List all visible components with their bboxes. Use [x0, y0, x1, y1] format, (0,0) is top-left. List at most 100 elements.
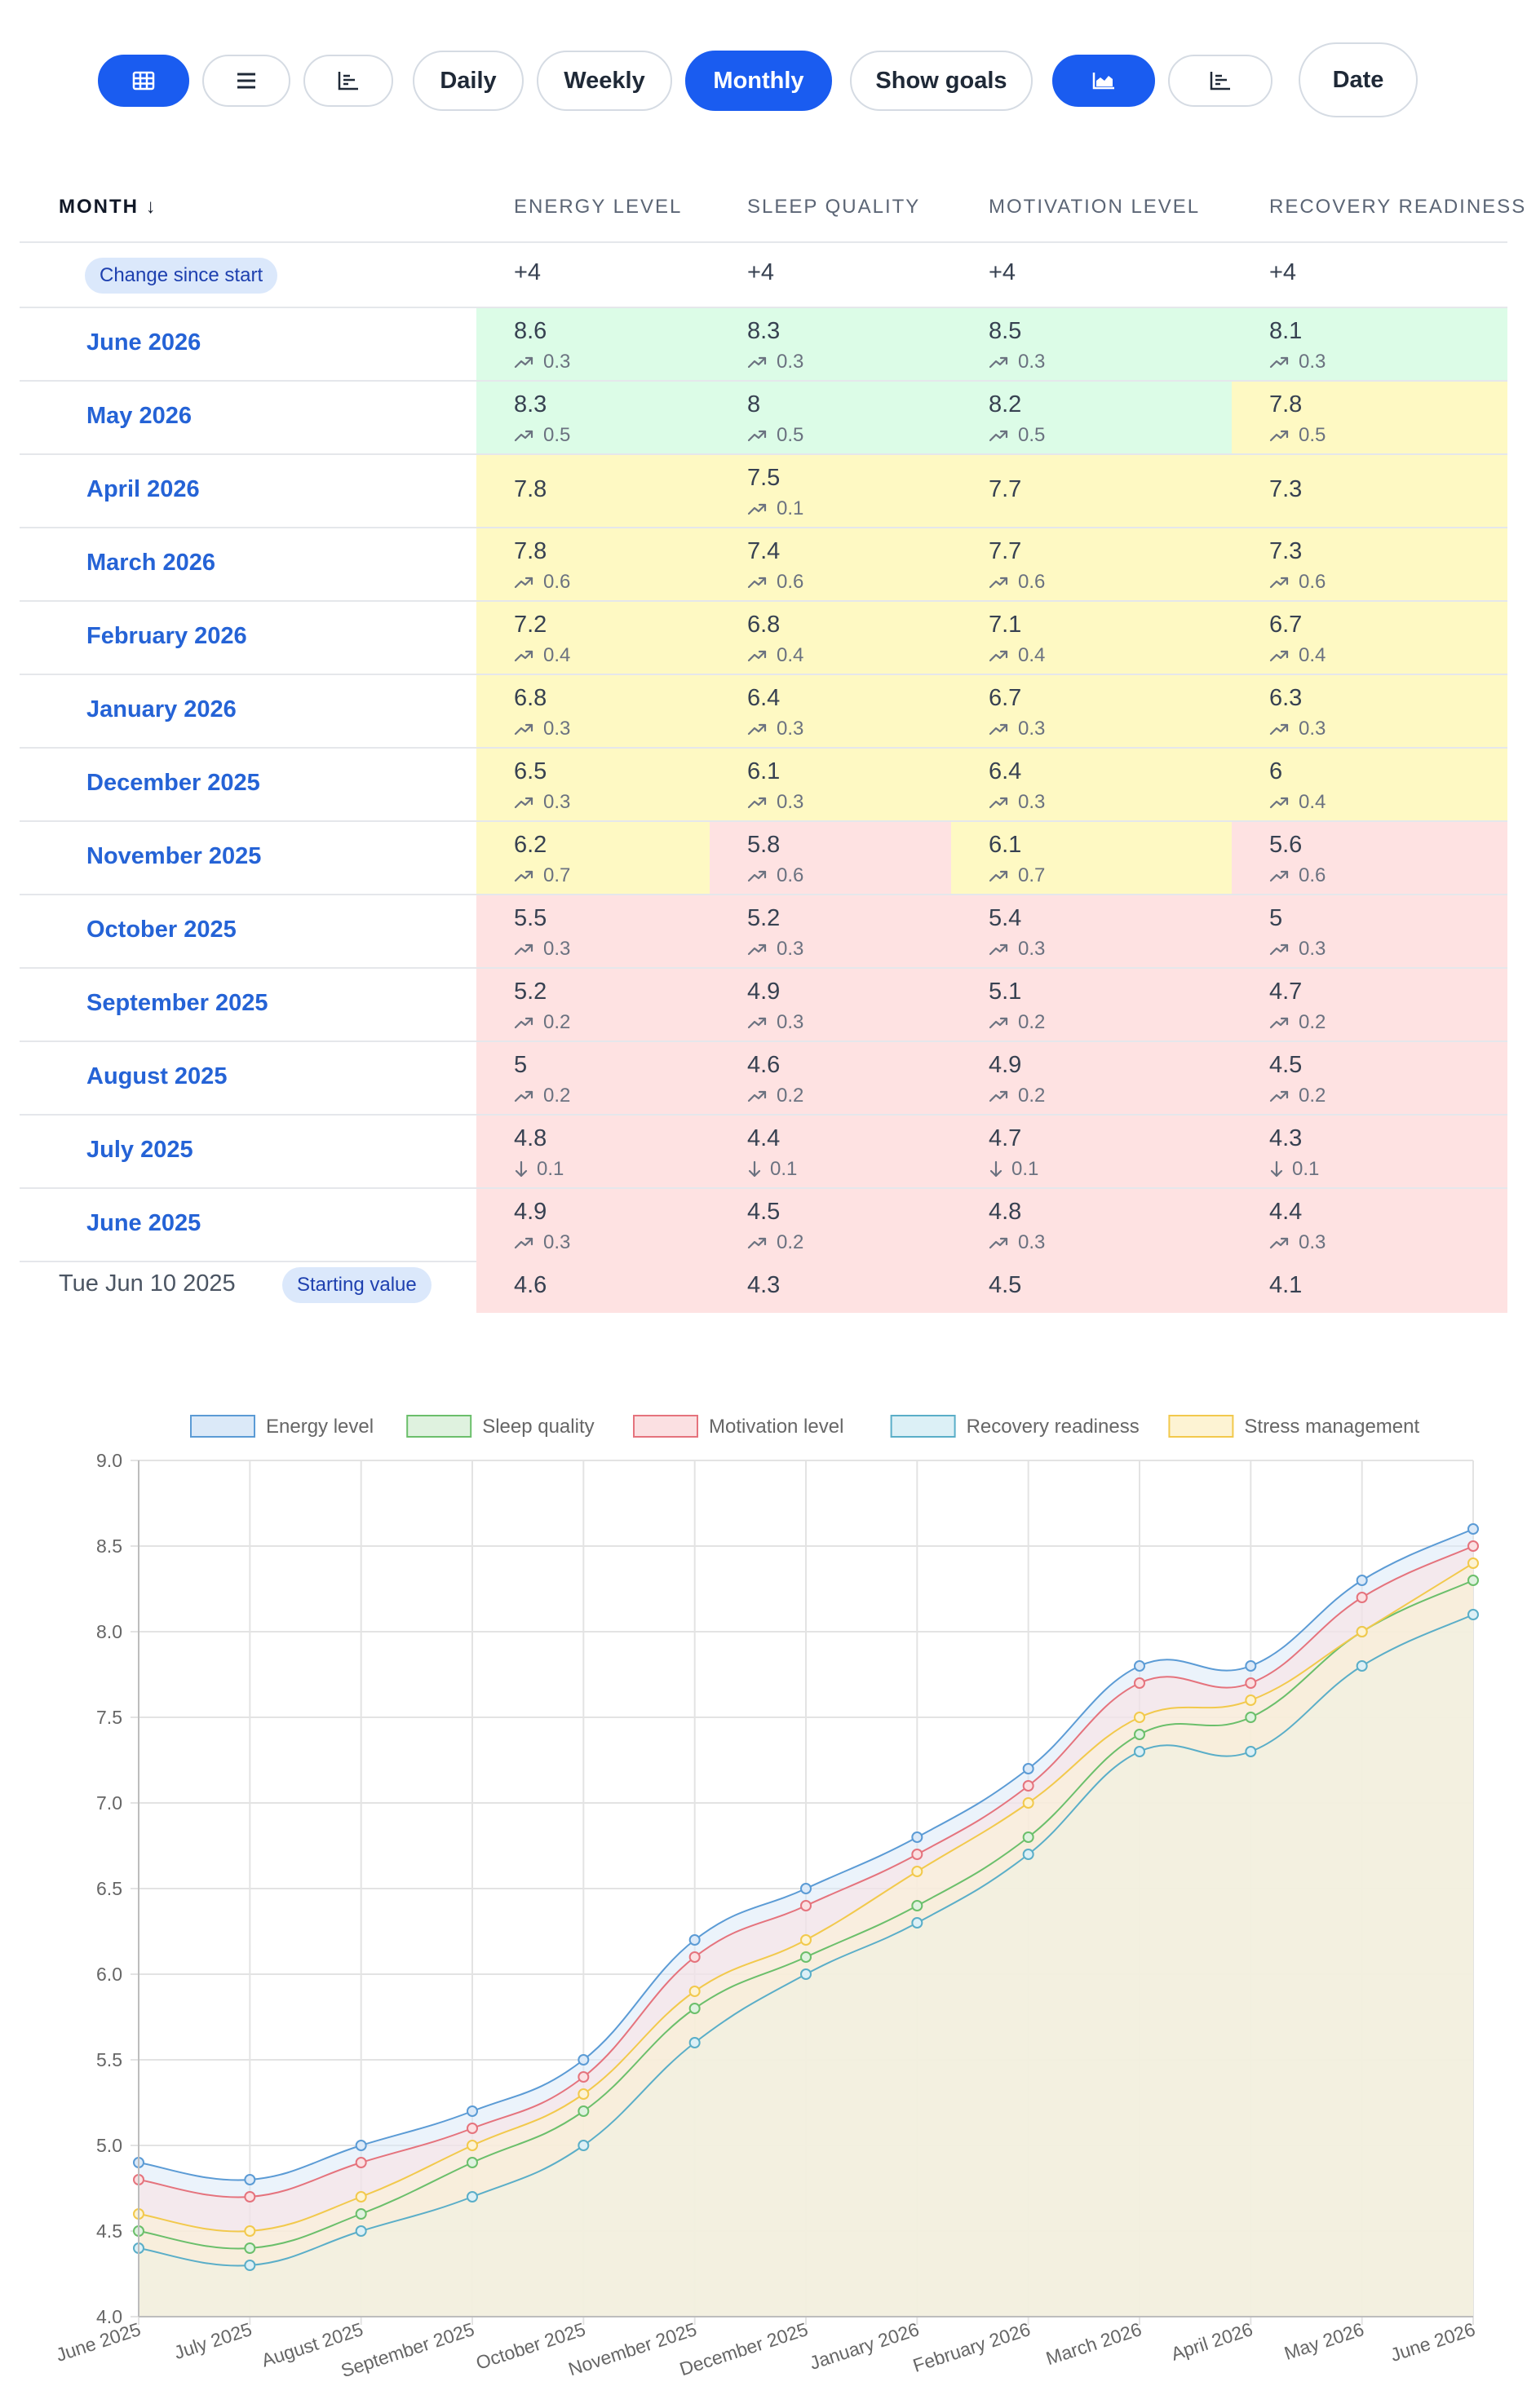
- cell-value: 5.2: [747, 905, 781, 931]
- arrow-down-icon: [515, 1160, 528, 1177]
- area-chart-button[interactable]: [1052, 55, 1155, 107]
- month-link[interactable]: November 2025: [86, 843, 262, 869]
- chart-legend: Energy level Sleep quality Motivation leve…: [190, 1415, 1420, 1438]
- table-row: October 2025 5.5 0.3 5.2 0.3 5.4 0.3 5 0.3: [20, 895, 1507, 969]
- data-point: [688, 2003, 701, 2014]
- trend-up-icon: [514, 870, 533, 882]
- data-point: [911, 1900, 923, 1911]
- bar-chart-button[interactable]: [1168, 55, 1272, 107]
- x-tick-label: May 2026: [1281, 2318, 1366, 2364]
- table-row: January 2026 6.8 0.3 6.4 0.3 6.7 0.3 6.3 0.3: [20, 675, 1507, 749]
- list-icon: [237, 73, 255, 89]
- cell-value: 4.5: [989, 1272, 1022, 1298]
- trend-delta: 0.5: [543, 424, 571, 446]
- motivation-column-header[interactable]: MOTIVATION LEVEL: [989, 196, 1201, 218]
- grid-view-button[interactable]: [98, 55, 189, 107]
- month-link[interactable]: September 2025: [86, 990, 268, 1016]
- cell-value: 4.5: [1269, 1052, 1303, 1078]
- trend-delta: 0.7: [1018, 864, 1046, 886]
- trend-delta: 0.6: [1299, 864, 1326, 886]
- month-link[interactable]: October 2025: [86, 917, 237, 943]
- month-link[interactable]: May 2026: [86, 403, 192, 429]
- table-row: November 2025 6.2 0.7 5.8 0.6 6.1 0.7 5.6 0.6: [20, 822, 1507, 895]
- table-row: April 2026 7.8 7.5 0.1 7.7 7.3: [20, 455, 1507, 528]
- recovery-column-header[interactable]: RECOVERY READINESS: [1269, 196, 1527, 218]
- metric-cell: 6.4 0.3: [951, 749, 1232, 820]
- x-tick-label: April 2026: [1168, 2318, 1255, 2365]
- month-link[interactable]: July 2025: [86, 1137, 193, 1163]
- cell-value: 7.2: [514, 612, 547, 638]
- data-point: [355, 2191, 367, 2203]
- table-row: March 2026 7.8 0.6 7.4 0.6 7.7 0.6 7.3 0.6: [20, 528, 1507, 602]
- data-point: [355, 2157, 367, 2168]
- data-point: [244, 2225, 256, 2237]
- y-tick-label: 6.5: [96, 1878, 122, 1899]
- metric-cell: 6.1 0.7: [951, 822, 1232, 894]
- month-link[interactable]: April 2026: [86, 476, 200, 502]
- show-goals-button[interactable]: Show goals: [850, 51, 1033, 111]
- month-column-header[interactable]: MONTH ↓: [59, 196, 157, 218]
- metric-cell: 4.6 0.2: [710, 1042, 951, 1114]
- cell-value: 6.4: [989, 758, 1022, 784]
- cell-value: 6: [1269, 758, 1283, 784]
- cell-value: 8.2: [989, 391, 1022, 418]
- trend-up-icon: [514, 1017, 533, 1029]
- data-point: [1245, 1694, 1257, 1706]
- metric-cell: 8.5 0.3: [951, 308, 1232, 380]
- month-link[interactable]: June 2025: [86, 1210, 201, 1236]
- trend-delta: 0.3: [543, 351, 571, 373]
- area-chart: 9.0 8.5 8.0 7.5 7.0 6.5 6.0 5.5 5.0 4.5 4.0 June 20…: [53, 1415, 1479, 2381]
- cell-value: 5.5: [514, 905, 547, 931]
- data-point: [244, 2191, 256, 2203]
- bar-chart-view-button[interactable]: [303, 55, 393, 107]
- month-link[interactable]: January 2026: [86, 696, 237, 722]
- month-link[interactable]: March 2026: [86, 550, 215, 576]
- monthly-button[interactable]: Monthly: [685, 51, 832, 111]
- table-row: July 2025 4.8 0.1 4.4 0.1 4.7 0.1 4.3 0.1: [20, 1116, 1507, 1189]
- daily-button[interactable]: Daily: [413, 51, 524, 111]
- month-link[interactable]: August 2025: [86, 1063, 228, 1089]
- month-link[interactable]: December 2025: [86, 770, 260, 796]
- trend-delta: 0.2: [777, 1085, 804, 1107]
- grid-icon: [132, 71, 155, 91]
- data-point: [1356, 1626, 1368, 1637]
- x-tick-label: December 2025: [677, 2318, 811, 2379]
- month-link[interactable]: February 2026: [86, 623, 247, 649]
- trend: 0.2: [747, 1085, 803, 1107]
- metric-cell: 6 0.4: [1232, 749, 1507, 820]
- metric-cell: 8.1 0.3: [1232, 308, 1507, 380]
- data-point: [911, 1849, 923, 1860]
- trend-up-icon: [989, 723, 1008, 736]
- trend-up-icon: [747, 870, 767, 882]
- trend-up-icon: [747, 943, 767, 956]
- trend-delta: 0.3: [543, 938, 571, 960]
- data-point: [688, 2037, 701, 2048]
- cell-value: 7.3: [1269, 538, 1303, 564]
- cell-value: 5.6: [1269, 832, 1303, 858]
- sleep-column-header[interactable]: SLEEP QUALITY: [747, 196, 921, 218]
- trend-up-icon: [989, 577, 1008, 589]
- metric-cell: 7.3 0.6: [1232, 528, 1507, 600]
- list-view-button[interactable]: [202, 55, 290, 107]
- bar-chart-icon: [338, 72, 358, 91]
- trend-up-icon: [1269, 797, 1289, 809]
- date-button[interactable]: Date: [1299, 42, 1418, 117]
- data-point: [1245, 1677, 1257, 1689]
- trend: 0.3: [1269, 1231, 1326, 1254]
- metric-cell: 4.5 0.2: [1232, 1042, 1507, 1114]
- weekly-button[interactable]: Weekly: [537, 51, 672, 111]
- data-point: [1356, 1592, 1368, 1603]
- trend-delta: 0.2: [1299, 1085, 1326, 1107]
- month-link[interactable]: June 2026: [86, 329, 201, 356]
- trend-delta: 0.1: [770, 1158, 798, 1180]
- energy-column-header[interactable]: ENERGY LEVEL: [514, 196, 683, 218]
- change-value: +4: [747, 259, 775, 285]
- trend-delta: 0.4: [543, 644, 571, 666]
- table-row: June 2026 8.6 0.3 8.3 0.3 8.5 0.3 8.1 0.3: [20, 308, 1507, 382]
- data-point: [911, 1866, 923, 1877]
- cell-value: 4.8: [989, 1199, 1022, 1225]
- trend-delta: 0.6: [1018, 571, 1046, 593]
- trend-delta: 0.1: [537, 1158, 564, 1180]
- metric-cell: 6.7 0.3: [951, 675, 1232, 747]
- metric-cell: 4.7 0.1: [951, 1116, 1232, 1187]
